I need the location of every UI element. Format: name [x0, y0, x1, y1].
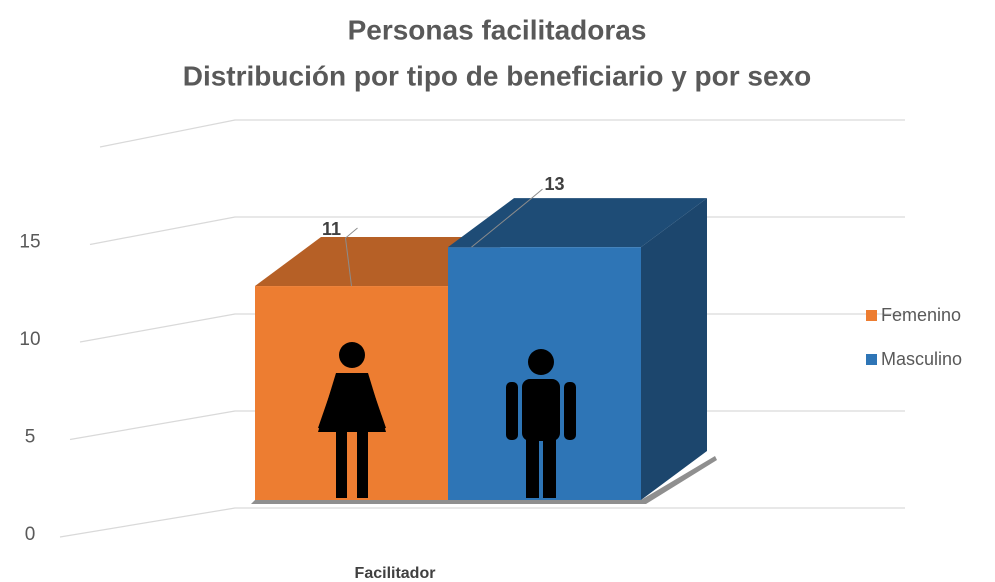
- data-label: 13: [545, 174, 565, 194]
- leader-line: [344, 227, 358, 287]
- bar-top: [448, 198, 707, 248]
- y-tick-label: 5: [25, 427, 36, 448]
- icons: [318, 342, 576, 498]
- legend-label: Femenino: [881, 305, 961, 325]
- chart-title: Personas facilitadoras: [348, 14, 647, 45]
- female-icon: [318, 342, 386, 498]
- plot-area: [251, 198, 717, 504]
- male-icon: [506, 349, 576, 498]
- data-label: 11: [322, 219, 341, 239]
- leader-line: [471, 188, 543, 248]
- x-tick-label: Facilitador: [355, 565, 436, 582]
- grid-line: [59, 507, 905, 538]
- legend-swatch: [866, 310, 877, 321]
- wall-top: [99, 119, 905, 148]
- chart-subtitle: Distribución por tipo de beneficiario y …: [183, 60, 812, 91]
- y-tick-label: 15: [19, 232, 40, 253]
- bar-side: [641, 198, 707, 500]
- y-tick-label: 0: [25, 524, 36, 545]
- legend-label: Masculino: [881, 349, 962, 369]
- y-tick-label: 10: [19, 329, 40, 350]
- labels: 0 5 10 15 11 13 Facilitador Femenino Masculino: [19, 174, 962, 582]
- legend-swatch: [866, 354, 877, 365]
